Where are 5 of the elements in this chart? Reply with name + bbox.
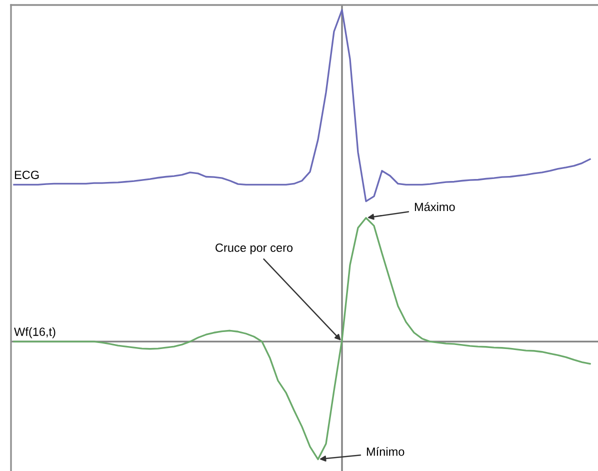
annotation: Cruce por cero — [216, 244, 293, 254]
annotation: Mínimo — [366, 447, 404, 456]
series-label: Wf(16,t) — [14, 327, 56, 338]
series-label: ECG — [14, 170, 39, 180]
annotation: Máximo — [414, 202, 455, 212]
